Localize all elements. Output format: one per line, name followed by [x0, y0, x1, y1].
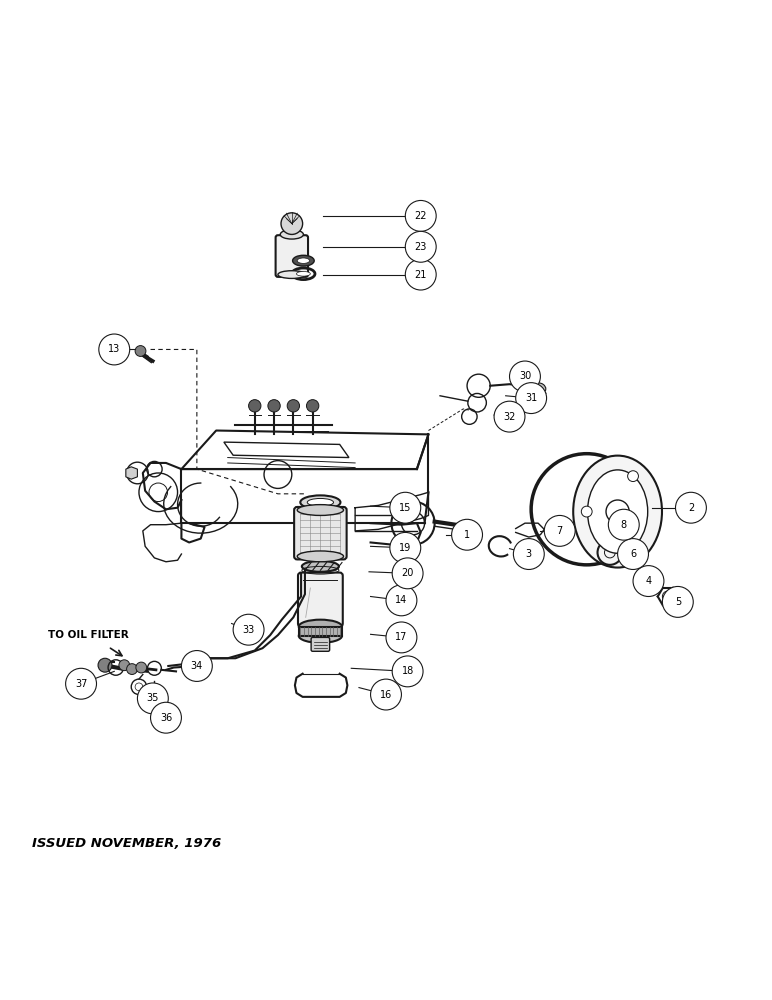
Circle shape — [513, 539, 544, 569]
Text: 19: 19 — [399, 543, 411, 553]
Circle shape — [628, 542, 638, 552]
Circle shape — [662, 586, 693, 617]
Circle shape — [606, 500, 629, 523]
Text: 35: 35 — [147, 693, 159, 703]
Text: TO OIL FILTER: TO OIL FILTER — [48, 630, 129, 640]
Circle shape — [135, 346, 146, 356]
Circle shape — [151, 702, 181, 733]
Circle shape — [452, 519, 482, 550]
Text: 23: 23 — [415, 242, 427, 252]
Circle shape — [581, 506, 592, 517]
Circle shape — [119, 660, 130, 671]
FancyBboxPatch shape — [276, 235, 308, 277]
Text: 3: 3 — [526, 549, 532, 559]
Ellipse shape — [587, 470, 648, 553]
Circle shape — [618, 539, 648, 569]
Ellipse shape — [299, 620, 342, 634]
Bar — [299, 627, 342, 636]
Circle shape — [137, 683, 168, 714]
Ellipse shape — [297, 551, 344, 562]
Text: 33: 33 — [242, 625, 255, 635]
Circle shape — [66, 668, 96, 699]
Text: 7: 7 — [557, 526, 563, 536]
Circle shape — [405, 200, 436, 231]
Text: 2: 2 — [688, 503, 694, 513]
Ellipse shape — [529, 383, 546, 395]
Circle shape — [544, 515, 575, 546]
Circle shape — [306, 400, 319, 412]
FancyBboxPatch shape — [294, 507, 347, 559]
Circle shape — [516, 383, 547, 414]
Circle shape — [98, 658, 112, 672]
Circle shape — [633, 566, 664, 596]
Text: 14: 14 — [395, 595, 408, 605]
Circle shape — [386, 622, 417, 653]
Text: 18: 18 — [401, 666, 414, 676]
Text: 15: 15 — [399, 503, 411, 513]
Text: 22: 22 — [415, 211, 427, 221]
Circle shape — [405, 259, 436, 290]
FancyBboxPatch shape — [311, 637, 330, 651]
Circle shape — [494, 401, 525, 432]
Ellipse shape — [307, 498, 334, 506]
Circle shape — [608, 509, 639, 540]
Ellipse shape — [296, 271, 310, 276]
Text: 32: 32 — [503, 412, 516, 422]
Text: 4: 4 — [645, 576, 652, 586]
Text: 1: 1 — [464, 530, 470, 540]
Circle shape — [676, 492, 706, 523]
Text: 17: 17 — [395, 632, 408, 642]
Circle shape — [99, 334, 130, 365]
Circle shape — [136, 662, 147, 673]
FancyBboxPatch shape — [298, 573, 343, 627]
Text: 36: 36 — [160, 713, 172, 723]
Text: 16: 16 — [380, 690, 392, 700]
Text: 21: 21 — [415, 270, 427, 280]
Ellipse shape — [297, 505, 344, 515]
Text: 30: 30 — [519, 371, 531, 381]
Circle shape — [281, 213, 303, 234]
Circle shape — [233, 614, 264, 645]
Circle shape — [510, 361, 540, 392]
Text: 8: 8 — [621, 520, 627, 530]
Ellipse shape — [302, 561, 339, 572]
Text: 20: 20 — [401, 568, 414, 578]
Ellipse shape — [573, 456, 662, 568]
Circle shape — [405, 231, 436, 262]
Circle shape — [392, 558, 423, 589]
Text: 6: 6 — [630, 549, 636, 559]
Text: 13: 13 — [108, 344, 120, 354]
Circle shape — [268, 400, 280, 412]
Ellipse shape — [299, 629, 342, 643]
Polygon shape — [126, 467, 137, 479]
Circle shape — [371, 679, 401, 710]
Circle shape — [390, 492, 421, 523]
Circle shape — [127, 664, 137, 674]
Ellipse shape — [297, 258, 310, 263]
Circle shape — [390, 532, 421, 563]
Circle shape — [181, 651, 212, 681]
Circle shape — [287, 400, 300, 412]
Ellipse shape — [278, 271, 306, 278]
Ellipse shape — [293, 255, 314, 266]
Text: 31: 31 — [525, 393, 537, 403]
Text: 5: 5 — [675, 597, 681, 607]
Circle shape — [249, 400, 261, 412]
Circle shape — [628, 471, 638, 482]
Text: ISSUED NOVEMBER, 1976: ISSUED NOVEMBER, 1976 — [32, 837, 222, 850]
Text: 37: 37 — [75, 679, 87, 689]
Circle shape — [386, 585, 417, 616]
Circle shape — [392, 656, 423, 687]
Text: 34: 34 — [191, 661, 203, 671]
Ellipse shape — [300, 495, 340, 509]
Ellipse shape — [280, 230, 303, 239]
